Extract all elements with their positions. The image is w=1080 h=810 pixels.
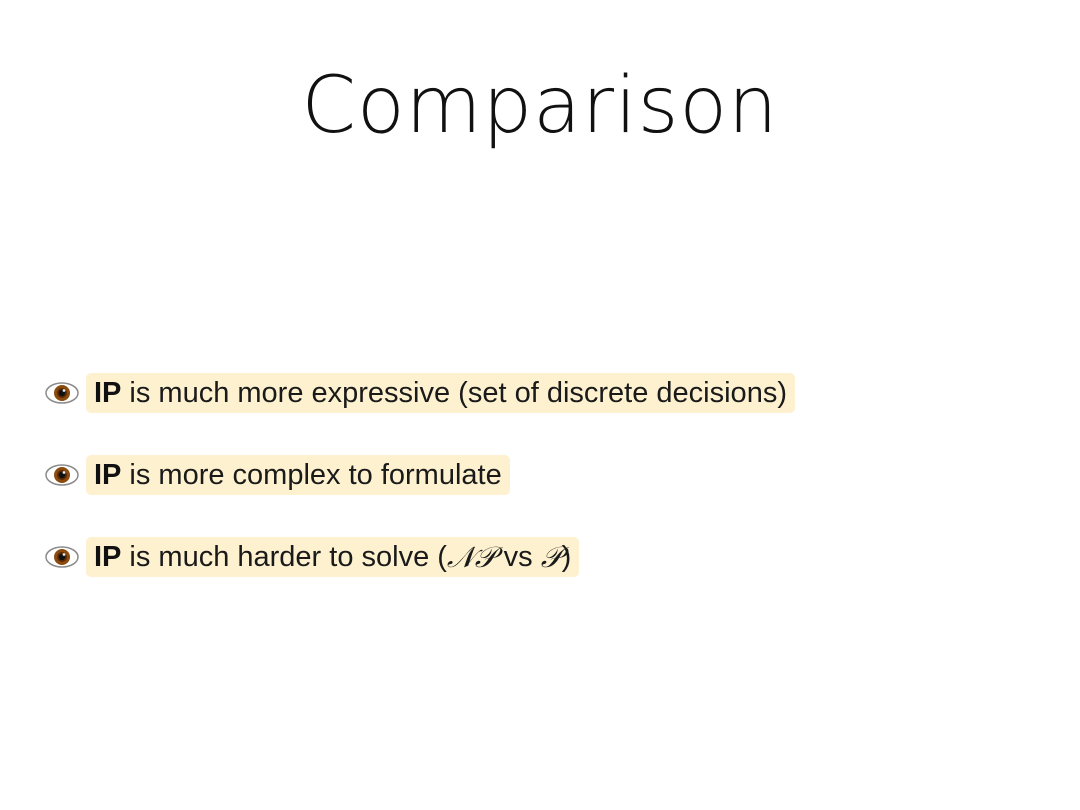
slide-title: Comparison xyxy=(301,61,779,151)
bullet-text-highlight: IP is much more expressive (set of discr… xyxy=(86,373,795,413)
bullet-text-highlight: IP is more complex to formulate xyxy=(86,455,510,495)
bullet-ip-label: IP xyxy=(94,377,122,409)
eye-icon xyxy=(45,382,79,404)
bullet-item-complex: IP is more complex to formulate xyxy=(44,454,1044,496)
bullet-text: is more complex to formulate xyxy=(129,459,502,491)
p-math-symbol: 𝒫 xyxy=(540,540,562,574)
bullet-list: IP is much more expressive (set of discr… xyxy=(44,372,1044,618)
bullet-text: is much more expressive (set of discrete… xyxy=(129,377,787,409)
bullet-ip-label: IP xyxy=(94,541,122,573)
bullet-text-middle: vs xyxy=(495,541,541,573)
bullet-text-highlight: IP is much harder to solve ( 𝒩𝒫 vs 𝒫 ) xyxy=(86,537,580,577)
np-math-symbol: 𝒩𝒫 xyxy=(446,540,496,574)
eye-icon xyxy=(45,546,79,568)
bullet-item-expressive: IP is much more expressive (set of discr… xyxy=(44,372,1044,414)
bullet-item-harder: IP is much harder to solve ( 𝒩𝒫 vs 𝒫 ) xyxy=(44,536,1044,578)
eye-icon xyxy=(45,464,79,486)
bullet-ip-label: IP xyxy=(94,459,122,491)
bullet-text-after: ) xyxy=(561,541,572,573)
bullet-text-before: is much harder to solve ( xyxy=(129,541,447,573)
